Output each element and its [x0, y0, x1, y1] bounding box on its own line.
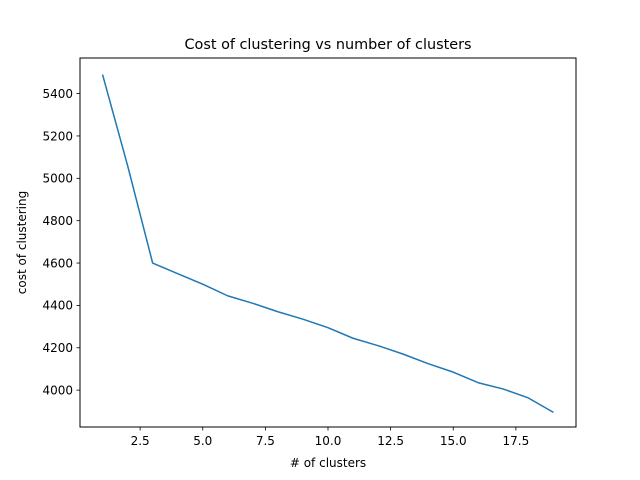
x-tick-label: 15.0 — [440, 434, 467, 448]
x-tick-label: 5.0 — [193, 434, 212, 448]
x-tick-label: 7.5 — [256, 434, 275, 448]
y-axis-label: cost of clustering — [15, 191, 29, 294]
plot-area — [80, 58, 576, 427]
y-tick-label: 5400 — [42, 87, 73, 101]
x-axis-ticks: 2.5 5.0 7.5 10.0 12.5 15.0 17.5 — [131, 427, 530, 448]
x-tick-label: 17.5 — [503, 434, 530, 448]
y-tick-label: 5000 — [42, 172, 73, 186]
y-tick-label: 4400 — [42, 299, 73, 313]
series-line-layer — [101, 74, 554, 414]
series-line — [101, 74, 554, 414]
x-axis-label: # of clusters — [290, 456, 366, 470]
y-tick-label: 5200 — [42, 129, 73, 143]
y-tick-label: 4200 — [42, 341, 73, 355]
x-tick-label: 10.0 — [315, 434, 342, 448]
chart-title: Cost of clustering vs number of clusters — [185, 37, 472, 53]
y-tick-label: 4800 — [42, 214, 73, 228]
x-tick-label: 2.5 — [131, 434, 150, 448]
y-tick-label: 4000 — [42, 383, 73, 397]
x-tick-label: 12.5 — [377, 434, 404, 448]
y-axis-ticks: 4000 4200 4400 4600 4800 5000 5200 5400 — [42, 87, 80, 397]
y-tick-label: 4600 — [42, 256, 73, 270]
